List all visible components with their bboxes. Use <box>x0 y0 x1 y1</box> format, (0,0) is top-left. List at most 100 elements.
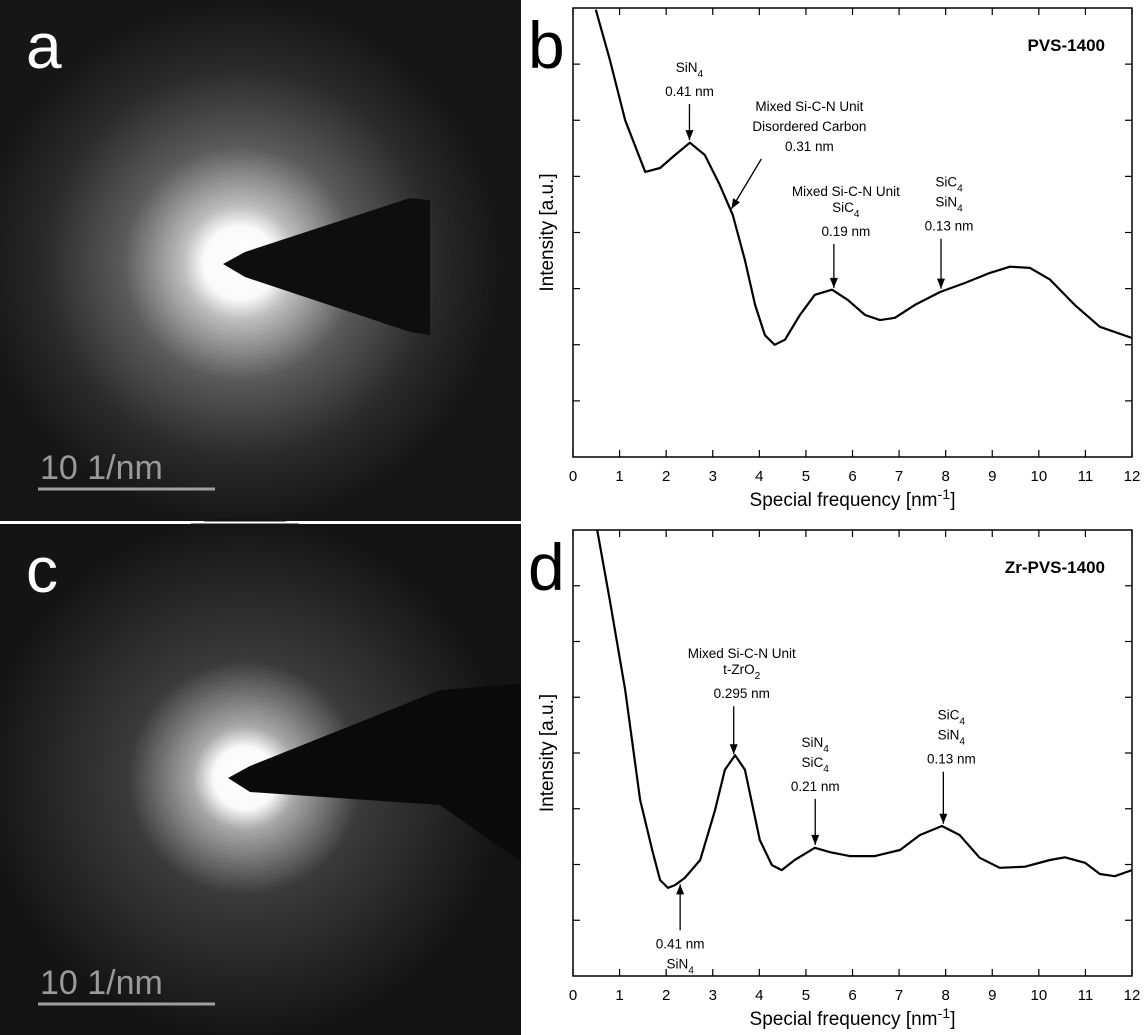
annotation-text: SiN4 <box>938 728 966 748</box>
annotation-text: Disordered Carbon <box>752 119 866 134</box>
text-piece: Mixed Si-C-N Unit <box>755 99 863 114</box>
x-tick-label: 1 <box>615 987 623 1004</box>
x-tick-label: 5 <box>802 468 810 485</box>
chart-title: PVS-1400 <box>1028 36 1106 55</box>
text-piece: ] <box>950 1009 955 1030</box>
arrow-head <box>731 198 740 209</box>
data-line <box>596 529 1133 889</box>
arrow-head <box>829 277 838 288</box>
text-piece: ] <box>950 490 955 511</box>
annotation-text: Mixed Si-C-N Unit <box>688 646 796 661</box>
text-piece: SiC <box>832 200 854 215</box>
x-tick-label: 11 <box>1078 468 1094 485</box>
text-piece: SiN <box>938 728 960 743</box>
text-piece: 0.13 nm <box>927 752 976 767</box>
text-piece: 0.295 nm <box>714 686 770 701</box>
annotation-text: SiC4 <box>832 200 860 220</box>
scale-bar-label: 10 1/nm <box>40 449 163 487</box>
arrow-head <box>729 744 738 755</box>
arrow-head <box>937 278 946 289</box>
annotation-text: SiN4 <box>802 735 830 755</box>
text-piece: SiN <box>676 60 698 75</box>
text-piece: SiN <box>935 195 957 210</box>
arrow-head <box>676 884 685 895</box>
text-piece: 0.41 nm <box>656 936 705 951</box>
text-piece: Special frequency [nm <box>750 1009 938 1030</box>
data-line <box>594 9 1133 346</box>
x-tick-label: 7 <box>895 987 903 1004</box>
script-text: 4 <box>823 764 829 775</box>
x-axis-label: Special frequency [nm-1] <box>750 1006 956 1030</box>
x-tick-label: 7 <box>895 468 903 485</box>
x-tick-label: 4 <box>755 987 763 1004</box>
x-tick-label: 10 <box>1030 468 1047 485</box>
annotation-text: 0.41 nm <box>665 84 714 99</box>
x-tick-label: 12 <box>1124 468 1141 485</box>
x-tick-label: 3 <box>709 987 717 1004</box>
text-piece: 0.31 nm <box>785 139 834 154</box>
text-piece: SiN <box>666 956 688 971</box>
x-axis-label: Special frequency [nm-1] <box>750 487 956 511</box>
text-piece: 0.21 nm <box>791 779 840 794</box>
y-axis-label: Intensity [a.u.] <box>537 694 558 812</box>
annotation-text: 0.21 nm <box>791 779 840 794</box>
x-tick-label: 8 <box>941 468 949 485</box>
x-tick-label: 6 <box>848 987 856 1004</box>
x-tick-label: 1 <box>615 468 623 485</box>
annotation-text: SiC4 <box>935 175 963 195</box>
text-piece: SiN <box>802 735 824 750</box>
script-text: -1 <box>938 1006 951 1022</box>
script-text: 4 <box>957 204 963 215</box>
annotation-text: 0.13 nm <box>925 219 974 234</box>
annotation-text: Mixed Si-C-N Unit <box>755 99 863 114</box>
text-piece: SiC <box>802 755 824 770</box>
script-text: 4 <box>688 965 694 976</box>
image-c <box>0 518 521 1035</box>
annotation-text: SiN4 <box>666 956 694 976</box>
script-text: 4 <box>959 717 965 728</box>
text-piece: Mixed Si-C-N Unit <box>688 646 796 661</box>
arrow-head <box>811 834 820 845</box>
text-piece: Mixed Si-C-N Unit <box>792 184 900 199</box>
x-tick-label: 6 <box>848 468 856 485</box>
image-a <box>0 0 521 523</box>
x-tick-label: 8 <box>941 987 949 1004</box>
annotation-text: 0.41 nm <box>656 936 705 951</box>
text-piece: t-ZrO <box>723 662 755 677</box>
script-text: 4 <box>957 184 963 195</box>
script-text: 4 <box>698 69 704 80</box>
annotation-text: SiN4 <box>935 195 963 215</box>
panel-letter: c <box>26 534 58 606</box>
x-tick-label: 12 <box>1124 987 1141 1004</box>
x-tick-label: 9 <box>988 987 996 1004</box>
annotation-text: 0.13 nm <box>927 752 976 767</box>
x-tick-label: 11 <box>1078 987 1094 1004</box>
arrow-head <box>685 130 694 141</box>
script-text: 4 <box>854 209 860 220</box>
text-piece: SiC <box>935 175 957 190</box>
text-piece: Disordered Carbon <box>752 119 866 134</box>
x-tick-label: 2 <box>662 468 670 485</box>
script-text: 4 <box>959 737 965 748</box>
script-text: 4 <box>823 744 829 755</box>
text-piece: Special frequency [nm <box>750 490 938 511</box>
x-tick-label: 4 <box>755 468 763 485</box>
x-tick-label: 2 <box>662 987 670 1004</box>
annotation-text: SiC4 <box>802 755 830 775</box>
x-tick-label: 5 <box>802 987 810 1004</box>
text-piece: 0.19 nm <box>821 224 870 239</box>
annotation-text: SiN4 <box>676 60 704 80</box>
annotation-text: Mixed Si-C-N Unit <box>792 184 900 199</box>
annotation-text: 0.31 nm <box>785 139 834 154</box>
panel-letter: b <box>528 8 565 82</box>
script-text: -1 <box>938 487 951 503</box>
x-tick-label: 0 <box>569 987 577 1004</box>
annotation-text: 0.295 nm <box>714 686 770 701</box>
annotation-text: 0.19 nm <box>821 224 870 239</box>
x-tick-label: 0 <box>569 468 577 485</box>
y-axis-label: Intensity [a.u.] <box>537 173 558 291</box>
panel-letter: d <box>528 530 565 604</box>
annotation-text: SiC4 <box>938 708 966 728</box>
